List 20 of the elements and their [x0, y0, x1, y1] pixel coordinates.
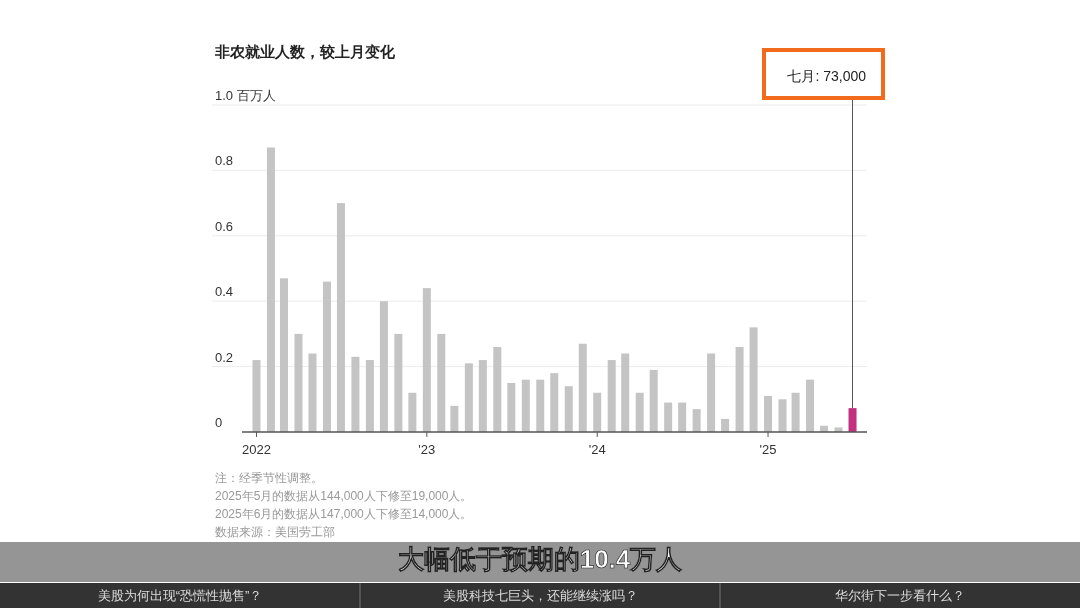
chart-title: 非农就业人数，较上月变化 [214, 43, 396, 60]
x-tick-label: '23 [418, 442, 436, 457]
y-tick-label: 1.0 百万人 [215, 88, 276, 103]
text: 2025年6月的数据从147,000人下修至14,000人。 [215, 507, 473, 521]
y-tick-label: 0.6 [215, 218, 234, 234]
text: 大幅低于预期的10.4万人 [397, 544, 684, 574]
y-tick-label: 0.8 [215, 153, 234, 169]
text: 注：经季节性调整。 [215, 471, 323, 485]
source-note: 数据来源：美国劳工部 [215, 525, 335, 539]
y-tick-label: 0 [215, 415, 223, 430]
text: 美股为何出现“恐慌性抛售”？ [97, 588, 263, 603]
text: 2025年5月的数据从144,000人下修至19,000人。 [215, 489, 473, 503]
x-tick-label: '24 [588, 442, 606, 457]
text: 美股科技七巨头，还能继续涨吗？ [442, 588, 638, 603]
x-tick-label: '25 [759, 442, 777, 457]
x-tick-label: 2022 [242, 442, 271, 457]
y-tick-label: 0.4 [215, 284, 234, 300]
y-tick-label: 0.2 [215, 349, 234, 365]
annotation: 七月: 73,000 [787, 68, 867, 84]
text: 华尔街下一步看什么？ [835, 588, 965, 603]
